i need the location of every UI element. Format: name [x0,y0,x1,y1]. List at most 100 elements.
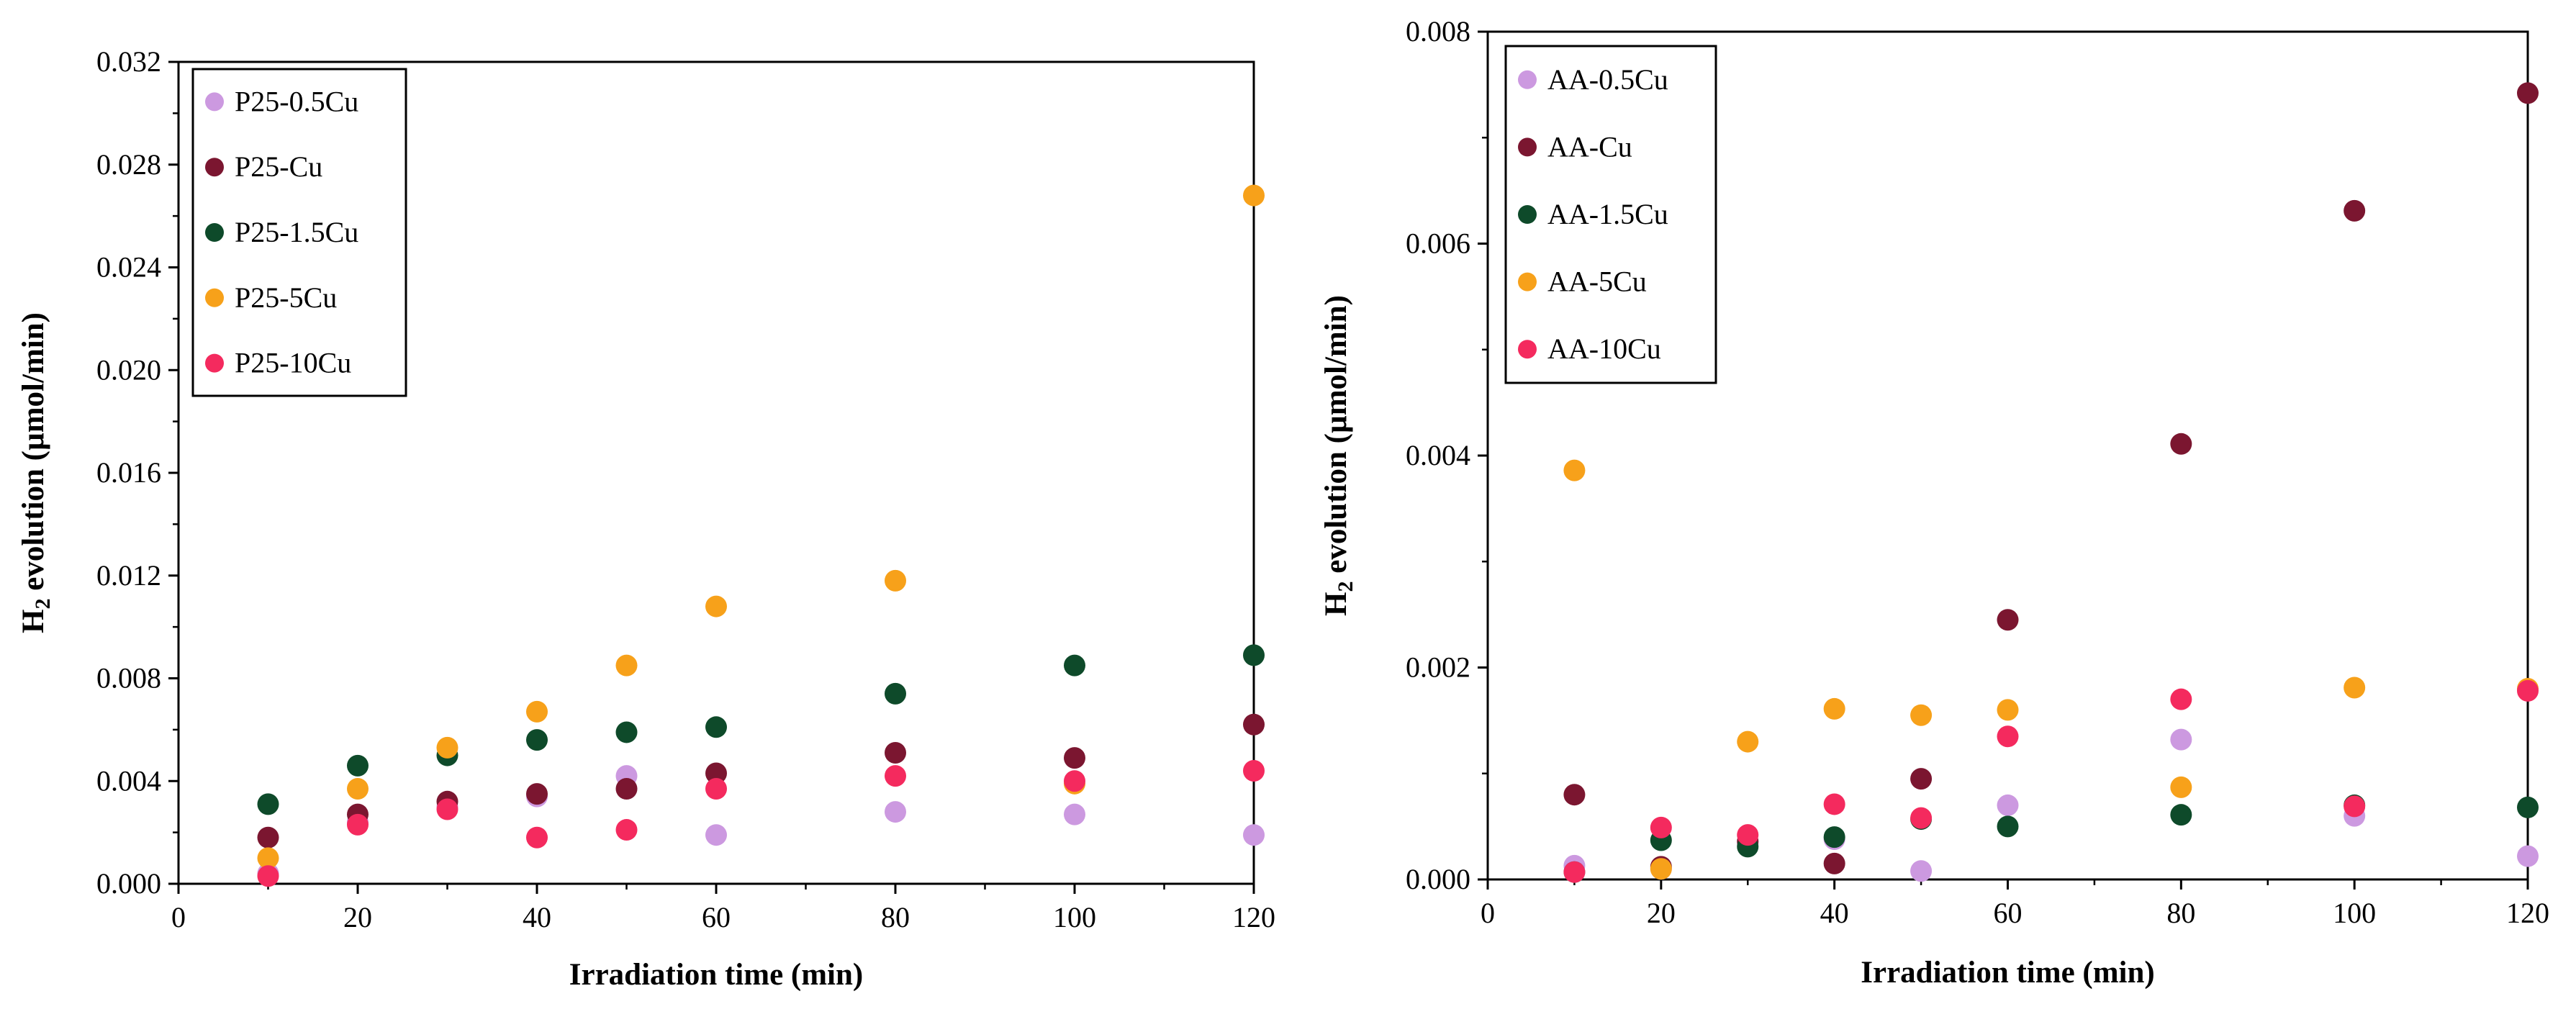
data-point-AA-1.5Cu [1823,826,1845,849]
x-tick-label: 0 [171,901,186,933]
data-point-AA-10Cu [1737,824,1759,846]
y-axis-title-main: H [1319,592,1353,615]
x-tick-label: 40 [523,901,551,933]
data-point-P25-10Cu [1243,759,1265,782]
legend-label: P25-0.5Cu [235,85,358,117]
y-axis-title-subscript: 2 [1334,581,1357,592]
y-axis-title-rest: evolution (µmol/min) [17,312,50,598]
legend-marker-P25-10Cu [205,353,224,373]
data-point-AA-Cu [2517,82,2539,104]
x-tick-label: 40 [1820,897,1849,929]
legend-marker-P25-5Cu [205,288,224,307]
legend-marker-P25-0.5Cu [205,92,224,112]
legend-label: P25-5Cu [235,281,337,314]
data-point-P25-1.5Cu [705,716,727,738]
data-point-P25-10Cu [615,819,638,841]
data-point-P25-1.5Cu [885,682,906,705]
data-point-AA-5Cu [1997,699,2019,721]
data-point-P25-0.5Cu [1064,803,1085,825]
series-P25-Cu [257,713,1265,849]
x-tick-label: 100 [1053,901,1096,933]
data-point-P25-5Cu [885,569,906,592]
legend-label: P25-10Cu [235,347,351,379]
data-point-AA-5Cu [1910,704,1933,726]
legend-marker-P25-1.5Cu [205,223,224,242]
data-point-P25-Cu [1064,747,1085,769]
data-point-AA-5Cu [1650,858,1672,880]
data-point-P25-Cu [615,777,638,800]
data-point-P25-5Cu [526,700,548,723]
x-tick-label: 0 [1481,897,1495,929]
data-point-P25-5Cu [257,847,279,869]
data-point-AA-1.5Cu [2170,804,2192,826]
y-tick-label: 0.032 [96,45,161,78]
y-tick-label: 0.004 [96,764,161,797]
y-axis-title: H2 evolution (µmol/min) [1319,295,1357,616]
legend: AA-0.5Cu AA-Cu AA-1.5Cu AA-5Cu AA-10Cu [1504,45,1717,384]
legend-marker-AA-Cu [1518,137,1537,157]
series-AA-0.5Cu [1563,728,2539,882]
data-point-P25-1.5Cu [347,754,369,777]
data-point-P25-10Cu [705,777,727,800]
x-tick-label: 120 [1232,901,1275,933]
series-AA-1.5Cu [1563,794,2539,883]
legend-marker-AA-5Cu [1518,272,1537,291]
legend: P25-0.5Cu P25-Cu P25-1.5Cu P25-5Cu P25-10Cu [191,68,407,397]
legend-label: P25-1.5Cu [235,216,358,248]
data-point-AA-10Cu [1650,816,1672,838]
data-point-AA-5Cu [1563,459,1586,481]
y-tick-label: 0.024 [96,251,161,284]
data-point-P25-Cu [257,826,279,849]
data-point-P25-Cu [1243,713,1265,736]
data-point-P25-10Cu [257,865,279,887]
legend-label: AA-Cu [1547,130,1632,163]
y-tick-label: 0.012 [96,559,161,592]
y-axis-title-main: H [17,609,50,633]
data-point-P25-0.5Cu [705,824,727,846]
data-point-P25-5Cu [1243,184,1265,207]
data-point-P25-1.5Cu [526,729,548,751]
data-point-AA-10Cu [1563,861,1586,883]
y-tick-label: 0.002 [1406,651,1470,684]
y-axis-title: H2 evolution (µmol/min) [17,312,55,633]
series-P25-10Cu [257,759,1265,887]
legend-marker-AA-10Cu [1518,340,1537,359]
data-point-P25-Cu [885,741,906,764]
y-tick-label: 0.000 [1406,863,1470,895]
series-P25-1.5Cu [257,644,1265,815]
legend-marker-AA-0.5Cu [1518,70,1537,89]
legend-box [1504,45,1717,384]
data-point-AA-10Cu [2517,679,2539,702]
series-AA-5Cu [1563,459,2539,880]
data-point-P25-1.5Cu [1064,654,1085,677]
y-tick-label: 0.000 [96,867,161,900]
data-point-AA-Cu [1997,609,2019,631]
data-point-AA-0.5Cu [2517,845,2539,867]
data-point-P25-0.5Cu [885,801,906,823]
x-axis-title: Irradiation time (min) [569,958,863,992]
data-point-P25-Cu [705,762,727,784]
data-point-AA-0.5Cu [1910,860,1933,882]
data-point-AA-10Cu [1997,725,2019,748]
x-tick-label: 60 [1994,897,2023,929]
data-point-P25-10Cu [885,765,906,787]
x-tick-label: 100 [2333,897,2376,929]
x-tick-label: 80 [881,901,910,933]
y-tick-label: 0.008 [1406,15,1470,47]
legend-marker-P25-Cu [205,158,224,177]
series-P25-0.5Cu [257,765,1265,884]
legend-label: AA-0.5Cu [1547,63,1668,96]
x-axis-title: Irradiation time (min) [1861,956,2154,990]
data-point-AA-1.5Cu [2517,796,2539,818]
data-point-AA-10Cu [1910,807,1933,829]
data-point-P25-1.5Cu [615,721,638,743]
y-tick-label: 0.020 [96,353,161,386]
data-point-AA-0.5Cu [1997,794,2019,816]
legend-label: AA-1.5Cu [1547,198,1668,230]
legend-label: P25-Cu [235,150,322,183]
data-point-AA-5Cu [1737,730,1759,753]
legend-label: AA-5Cu [1547,266,1647,298]
legend-box [191,68,407,397]
series-AA-10Cu [1563,679,2539,883]
